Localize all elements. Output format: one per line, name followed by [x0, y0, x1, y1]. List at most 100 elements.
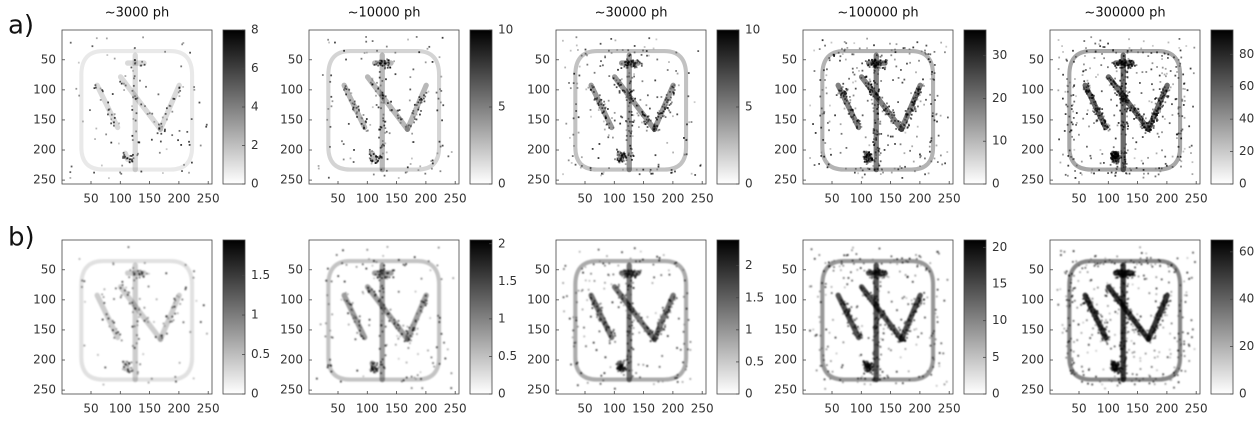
noise-dot	[874, 122, 876, 124]
noise-dot	[379, 271, 381, 273]
noise-dot	[1117, 154, 1119, 156]
y-tick-label: 100	[280, 292, 303, 306]
noise-dot	[388, 63, 390, 65]
noise-dot	[108, 109, 110, 111]
noise-dot	[1151, 116, 1153, 118]
noise-dot	[1167, 57, 1169, 59]
noise-dot	[369, 151, 371, 153]
noise-dot	[891, 114, 893, 116]
noise-dot	[875, 157, 877, 159]
noise-dot	[203, 304, 205, 306]
noise-dot	[351, 314, 353, 316]
noise-dot	[361, 58, 363, 60]
noise-dot	[633, 76, 635, 78]
noise-dot	[1073, 139, 1075, 141]
noise-dot	[1166, 165, 1168, 167]
noise-dot	[697, 50, 699, 52]
noise-dot	[875, 139, 877, 141]
noise-dot	[1058, 138, 1060, 140]
noise-dot	[1069, 82, 1071, 84]
noise-dot	[938, 365, 940, 367]
noise-dot	[384, 66, 386, 68]
noise-dot	[585, 279, 587, 281]
noise-dot	[943, 300, 945, 302]
noise-dot	[92, 45, 94, 47]
noise-dot	[1122, 104, 1124, 106]
noise-dot	[672, 303, 674, 305]
noise-dot	[1118, 157, 1120, 159]
noise-dot	[379, 348, 381, 350]
noise-dot	[671, 86, 673, 88]
noise-dot	[1087, 85, 1089, 87]
noise-dot	[602, 64, 604, 66]
noise-dot	[855, 108, 857, 110]
noise-dot	[1136, 313, 1138, 315]
noise-dot	[902, 130, 904, 132]
noise-dot	[901, 257, 903, 259]
noise-dot	[890, 349, 892, 351]
noise-dot	[585, 53, 587, 55]
noise-dot	[869, 66, 871, 68]
noise-dot	[1161, 167, 1163, 169]
noise-dot	[633, 327, 635, 329]
noise-dot	[1125, 61, 1127, 63]
noise-dot	[107, 114, 109, 116]
noise-dot	[655, 312, 657, 314]
noise-dot	[1145, 130, 1147, 132]
noise-dot	[673, 298, 675, 300]
noise-dot	[1088, 297, 1090, 299]
noise-dot	[424, 173, 426, 175]
noise-dot	[569, 318, 571, 320]
noise-dot	[1110, 79, 1112, 81]
noise-dot	[625, 294, 627, 296]
noise-dot	[444, 358, 446, 360]
noise-dot	[608, 326, 610, 328]
noise-dot	[432, 61, 434, 63]
noise-dot	[886, 316, 888, 318]
noise-dot	[819, 48, 821, 50]
noise-dot	[929, 94, 931, 96]
x-tick-label: 50	[577, 192, 592, 206]
noise-dot	[403, 379, 405, 381]
noise-dot	[136, 154, 138, 156]
noise-dot	[630, 356, 632, 358]
noise-dot	[139, 80, 141, 82]
noise-dot	[162, 172, 164, 174]
noise-dot	[632, 60, 634, 62]
noise-dot	[604, 107, 606, 109]
noise-dot	[617, 366, 619, 368]
colorbar	[223, 240, 245, 394]
noise-dot	[1107, 305, 1109, 307]
noise-dot	[359, 315, 361, 317]
noise-dot	[1107, 43, 1109, 45]
noise-dot	[329, 146, 331, 148]
noise-dot	[441, 333, 443, 335]
noise-dot	[394, 326, 396, 328]
noise-dot	[428, 46, 430, 48]
noise-dot	[893, 114, 895, 116]
noise-dot	[946, 381, 948, 383]
noise-dot	[881, 277, 883, 279]
noise-dot	[120, 296, 122, 298]
noise-dot	[1185, 301, 1187, 303]
noise-dot	[1087, 310, 1089, 312]
noise-dot	[1161, 55, 1163, 57]
noise-dot	[157, 132, 159, 134]
colorbar	[717, 240, 739, 394]
noise-dot	[629, 303, 631, 305]
noise-dot	[576, 301, 578, 303]
noise-dot	[175, 381, 177, 383]
noise-dot	[1127, 92, 1129, 94]
noise-dot	[1076, 112, 1078, 114]
noise-dot	[417, 374, 419, 376]
noise-dot	[387, 158, 389, 160]
noise-dot	[624, 61, 626, 63]
noise-dot	[398, 291, 400, 293]
noise-dot	[1106, 127, 1108, 129]
noise-dot	[181, 299, 183, 301]
noise-dot	[877, 55, 879, 57]
noise-dot	[1154, 263, 1156, 265]
noise-dot	[439, 88, 441, 90]
noise-dot	[1121, 112, 1123, 114]
